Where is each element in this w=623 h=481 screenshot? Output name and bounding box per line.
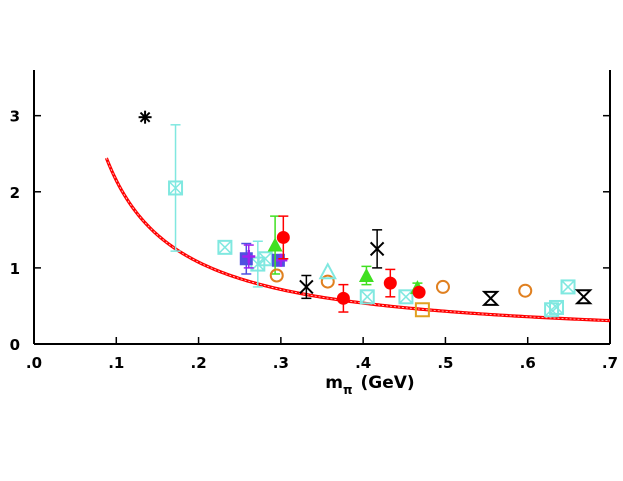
x-tick-label: .1 (108, 354, 124, 372)
y-tick-label: 0 (10, 336, 20, 354)
data-point-x (299, 274, 314, 300)
data-point-circle-filled (412, 285, 426, 299)
data-point-boxcross (217, 239, 233, 255)
x-tick-label: .0 (26, 354, 42, 372)
data-point-star (138, 110, 152, 124)
data-point-cross (274, 253, 288, 267)
x-tick-label: .6 (520, 354, 536, 372)
data-points-layer (138, 110, 593, 318)
x-tick-label: .3 (273, 354, 289, 372)
fit-curve-layer (104, 157, 610, 323)
data-point-boxcross (398, 289, 414, 305)
y-tick-label: 1 (10, 260, 20, 278)
data-point-triangle-filled (358, 265, 374, 286)
data-point-square-open (414, 302, 430, 318)
data-point-circle-filled (336, 283, 350, 313)
data-point-circle-filled (276, 215, 290, 260)
data-point-boxcross (549, 299, 565, 315)
y-tick-label: 3 (10, 108, 20, 126)
fit-curve-center (106, 157, 610, 322)
y-tick-label: 2 (10, 184, 20, 202)
x-tick-label: .5 (437, 354, 453, 372)
data-point-x (369, 229, 385, 269)
data-point-circle-open (269, 268, 284, 283)
x-axis-label: mπ (GeV) (325, 373, 414, 397)
x-tick-label: .4 (355, 354, 371, 372)
data-point-triangle-filled (267, 215, 283, 275)
x-tick-label: .2 (191, 354, 207, 372)
data-point-hourglass (481, 290, 500, 306)
data-point-circle-filled (383, 268, 397, 298)
y-axis-ticks: 0 1 2 3 (10, 108, 610, 354)
data-point-circle-open (435, 279, 450, 294)
data-point-cross (242, 244, 256, 269)
x-axis-label-subscript: π (343, 383, 353, 397)
data-point-triangle-open (318, 262, 337, 280)
x-axis-label-main: m (325, 373, 343, 393)
data-point-hourglass (574, 289, 593, 305)
data-point-boxcross (560, 279, 576, 295)
x-axis-ticks: .0 .1 .2 .3 .4 .5 .6 .7 (26, 337, 618, 372)
x-tick-label: .7 (602, 354, 618, 372)
data-point-boxcross (168, 124, 184, 252)
data-point-circle-open (320, 274, 335, 289)
plot-frame (33, 70, 611, 345)
data-point-boxcross (359, 289, 375, 305)
x-axis-label-unit: (GeV) (361, 373, 415, 393)
data-point-boxcross (257, 251, 273, 267)
data-point-circle-open (518, 283, 533, 298)
